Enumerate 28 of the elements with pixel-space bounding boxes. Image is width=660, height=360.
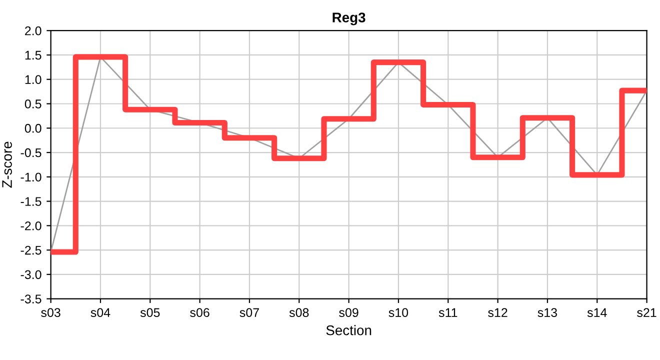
y-tick-label: 0.0 [24, 124, 42, 133]
x-tick-label: s05 [140, 308, 160, 318]
x-tick-label: s10 [388, 308, 408, 318]
y-tick-label: 0.5 [24, 100, 42, 108]
y-tick-label: -3.0 [20, 270, 42, 280]
x-tick-label: s21 [637, 308, 656, 318]
y-tick-label: 2.0 [25, 26, 42, 36]
x-tick-label: s06 [190, 308, 210, 318]
y-tick-label: -2.0 [20, 221, 42, 230]
x-tick-label: s11 [438, 308, 458, 318]
x-tick-label: s13 [538, 308, 557, 318]
y-axis-title: Z-score [2, 142, 12, 188]
x-tick-label: s14 [587, 308, 607, 318]
y-tick-label: -1.5 [20, 197, 42, 206]
y-tick-label: -1.0 [20, 172, 42, 182]
y-tick-label: -3.5 [20, 294, 42, 304]
y-tick-label: 1.5 [25, 50, 42, 60]
x-tick-label: s09 [339, 308, 358, 318]
chart-title: Reg3 [332, 12, 366, 26]
x-tick-label: s03 [41, 308, 60, 318]
y-tick-label: -2.5 [20, 246, 42, 255]
x-tick-label: s08 [289, 308, 309, 318]
x-tick-label: s07 [240, 308, 259, 318]
y-tick-label: 1.0 [25, 75, 42, 84]
x-tick-label: s04 [90, 308, 110, 318]
x-tick-label: s12 [488, 308, 508, 318]
y-tick-label: -0.5 [20, 148, 42, 158]
x-axis-title: Section [326, 325, 372, 336]
